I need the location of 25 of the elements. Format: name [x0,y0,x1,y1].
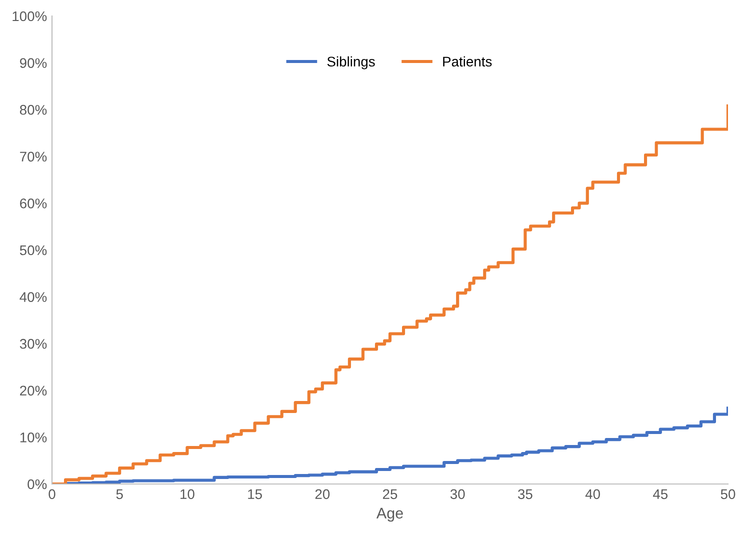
x-axis-title: Age [376,508,403,522]
y-tick-label: 40% [20,292,47,302]
x-tick-label: 50 [720,489,736,500]
x-tick-label: 45 [652,489,668,500]
x-tick-label: 15 [248,489,262,500]
y-tick-label: 30% [20,338,47,349]
y-tick-label: 90% [20,58,47,68]
legend-label: Patients [443,56,492,67]
y-tick-label: 80% [20,104,47,115]
x-tick-label: 10 [180,489,194,500]
y-tick-label: 70% [20,152,47,162]
x-tick-label: 25 [382,489,398,500]
y-tick-label: 10% [20,432,47,442]
y-tick-label: 100% [12,11,47,22]
y-tick-label: 50% [20,245,47,256]
y-tick-label: 0% [28,479,47,490]
x-tick-label: 30 [450,489,465,500]
legend-label: Siblings [327,56,375,70]
x-tick-label: 20 [315,489,330,500]
x-tick-label: 35 [518,489,532,500]
y-tick-label: 60% [20,198,47,208]
x-tick-label: 0 [48,489,56,500]
y-tick-label: 20% [20,386,47,396]
x-tick-label: 40 [585,489,600,500]
x-tick-label: 5 [116,489,123,500]
